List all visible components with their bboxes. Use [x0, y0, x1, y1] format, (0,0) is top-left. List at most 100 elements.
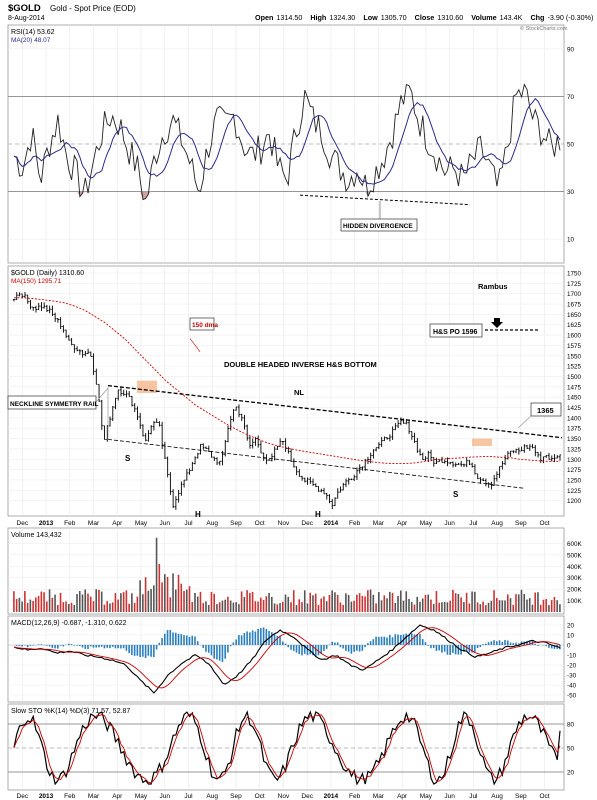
volume-bar: [103, 604, 106, 612]
rail-pointer: [95, 387, 109, 440]
y-tick-label: -10: [567, 653, 577, 660]
volume-bar: [545, 598, 547, 612]
volume-bar: [158, 564, 161, 612]
left-head-label: H: [195, 510, 201, 519]
volume-bar: [298, 599, 301, 612]
volume-bar: [397, 595, 399, 612]
volume-bar: [281, 601, 284, 612]
volume-bar: [24, 591, 26, 612]
macd-histogram-bar: [399, 635, 402, 645]
macd-histogram-bar: [498, 640, 501, 645]
macd-histogram-bar: [262, 627, 265, 645]
volume-panel: [7, 527, 565, 615]
month-tick-label: Aug: [206, 520, 218, 527]
y-tick-label: 100K: [567, 598, 583, 605]
volume-bar: [205, 601, 207, 612]
volume-bar: [342, 604, 344, 612]
macd-histogram-bar: [331, 641, 333, 645]
volume-bar: [361, 595, 364, 612]
macd-histogram-bar: [106, 645, 108, 648]
volume-bar: [78, 590, 81, 612]
macd-histogram-bar: [218, 645, 221, 661]
y-tick-label: 90: [567, 46, 575, 53]
month-tick-label: Aug: [491, 793, 503, 800]
volume-bar: [443, 601, 446, 612]
volume-bar: [553, 597, 556, 612]
macd-histogram-bar: [279, 635, 281, 645]
volume-bar: [328, 594, 331, 612]
macd-histogram-bar: [238, 635, 240, 645]
volume-bar: [46, 601, 48, 612]
price-legend: $GOLD (Daily) 1310.60: [11, 270, 84, 277]
volume-bar: [410, 602, 413, 612]
volume-bar: [490, 600, 493, 612]
macd-histogram-bar: [375, 636, 377, 645]
volume-bar: [457, 594, 460, 612]
macd-histogram-bar: [166, 630, 169, 645]
macd-histogram-bar: [205, 645, 207, 652]
macd-histogram-bar: [388, 634, 391, 645]
month-tick-label: 2014: [324, 793, 339, 800]
rsi-line: [13, 83, 561, 201]
month-tick-label: Feb: [349, 520, 361, 527]
volume-bar: [325, 601, 328, 612]
y-tick-label: 1250: [567, 477, 582, 484]
volume-bar: [424, 594, 427, 612]
macd-histogram-bar: [298, 645, 301, 655]
y-tick-label: 1725: [567, 281, 582, 288]
macd-histogram-bar: [416, 633, 419, 645]
macd-histogram-bar: [246, 631, 248, 645]
macd-histogram-bar: [81, 645, 84, 648]
volume-bar: [430, 599, 432, 612]
volume-bar: [463, 602, 465, 612]
macd-histogram-bar: [18, 645, 21, 647]
month-tick-label: Mar: [373, 793, 385, 800]
macd-histogram-bar: [271, 632, 273, 645]
macd-histogram-bar: [111, 645, 114, 647]
volume-bar: [493, 590, 495, 612]
rail-box: [7, 395, 97, 410]
month-tick-label: Feb: [64, 520, 76, 527]
volume-bar: [449, 600, 451, 612]
macd-histogram-bar: [210, 645, 213, 656]
macd-histogram-bar: [158, 642, 161, 645]
month-tick-label: Dec: [17, 520, 29, 527]
y-tick-label: 500K: [567, 552, 583, 559]
macd-histogram-bar: [306, 645, 309, 656]
volume-bar: [92, 601, 95, 612]
month-tick-label: Feb: [349, 793, 361, 800]
macd-histogram-bar: [295, 645, 298, 653]
volume-bar: [347, 594, 350, 612]
y-tick-label: 1425: [567, 405, 582, 412]
volume-bar: [542, 599, 545, 612]
volume-bar: [523, 594, 526, 612]
month-tick-label: 2014: [324, 520, 339, 527]
volume-bar: [353, 600, 355, 612]
macd-histogram-bar: [133, 645, 136, 656]
macd-signal-line: [13, 627, 561, 689]
volume-bar: [238, 604, 240, 612]
volume-bar: [474, 591, 476, 612]
macd-histogram-bar: [257, 628, 259, 645]
y-tick-label: 1350: [567, 436, 582, 443]
volume-bar: [435, 591, 438, 612]
macd-histogram-bar: [339, 645, 342, 648]
macd-histogram-bar: [32, 645, 34, 646]
volume-bar: [416, 596, 419, 612]
volume-bar: [202, 603, 205, 612]
macd-histogram-bar: [292, 645, 295, 651]
y-tick-label: -50: [567, 693, 577, 700]
macd-histogram-bar: [235, 639, 237, 645]
macd-histogram-bar: [109, 645, 111, 649]
macd-histogram-bar: [397, 634, 399, 645]
macd-histogram-bar: [37, 644, 40, 645]
rsi-ma-legend: MA(20) 48.07: [11, 37, 51, 44]
volume-bar: [391, 592, 394, 612]
y-tick-label: 1550: [567, 353, 582, 360]
volume-bar: [139, 580, 141, 612]
volume-bar: [155, 537, 158, 612]
macd-histogram-bar: [232, 642, 235, 645]
y-tick-label: 1625: [567, 322, 582, 329]
macd-histogram-bar: [345, 645, 347, 651]
